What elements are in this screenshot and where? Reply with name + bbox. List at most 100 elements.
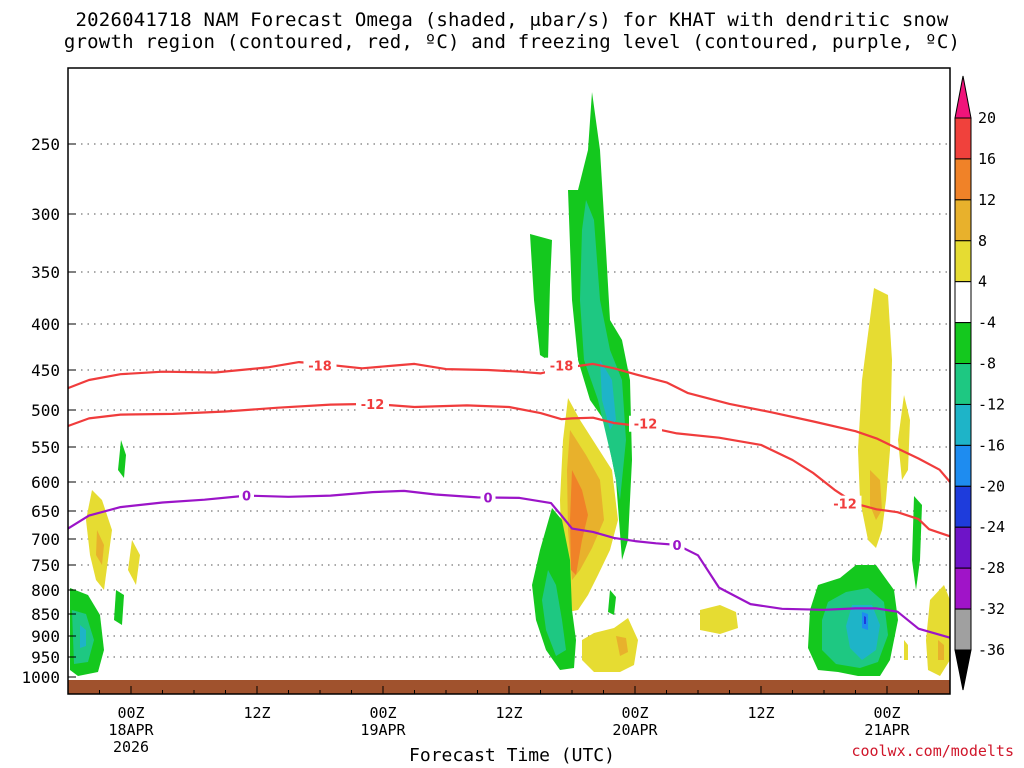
contour-label: -12 [361, 398, 385, 413]
colorbar-label: -24 [978, 518, 1005, 536]
omega-blob [912, 496, 922, 590]
omega-blob [898, 395, 910, 480]
colorbar-label: -12 [978, 395, 1005, 413]
colorbar-segment [954, 281, 972, 324]
colorbar-segment [954, 322, 972, 365]
colorbar-label: 8 [978, 232, 987, 250]
chart-title-line2: growth region (contoured, red, ºC) and f… [63, 31, 961, 53]
colorbar-label: -32 [978, 600, 1005, 618]
colorbar-label: -8 [978, 355, 996, 373]
contour-label-bg [239, 487, 254, 504]
colorbar-segment [954, 608, 972, 651]
x-tick-label: 00Z [621, 704, 648, 722]
x-year-label: 2026 [113, 738, 149, 756]
omega-blob [616, 636, 628, 656]
y-tick-label: 950 [31, 648, 60, 667]
omega-blob [608, 590, 616, 615]
gridlines [68, 143, 950, 658]
y-tick-label: 650 [31, 502, 60, 521]
colorbar-label: -4 [978, 314, 996, 332]
y-tick-label: 550 [31, 438, 60, 457]
omega-blob [80, 625, 86, 648]
y-tick-label: 450 [31, 361, 60, 380]
omega-blob [700, 605, 738, 634]
y-tick-label: 350 [31, 263, 60, 282]
contour-label-bg [629, 415, 662, 432]
omega-blob [114, 590, 124, 625]
colorbar-segment [954, 485, 972, 528]
x-tick-label: 12Z [495, 704, 522, 722]
colorbar-segment [954, 567, 972, 610]
omega-blob [580, 200, 626, 500]
contour-label: 0 [672, 539, 681, 554]
omega-blob [904, 640, 908, 660]
x-date-label: 19APR [360, 721, 406, 739]
colorbar-bottom-arrow [954, 649, 972, 691]
colorbar-segment [954, 158, 972, 201]
colorbar-label: -16 [978, 436, 1005, 454]
contour-line [67, 361, 951, 483]
y-tick-label: 750 [31, 556, 60, 575]
colorbar-segment [954, 199, 972, 242]
omega-blob [118, 440, 126, 478]
colorbar-label: -36 [978, 641, 1005, 659]
colorbar-segment [954, 363, 972, 405]
x-tick-label: 12Z [747, 704, 774, 722]
omega-blob [128, 540, 140, 585]
colorbar-label: 20 [978, 109, 996, 127]
y-tick-label: 250 [31, 135, 60, 154]
chart-title-line1: 2026041718 NAM Forecast Omega (shaded, μ… [75, 9, 949, 31]
omega-shading [70, 92, 950, 676]
omega-blob [846, 605, 880, 660]
x-tick-label: 00Z [117, 704, 144, 722]
contour-label-bg [545, 357, 578, 374]
omega-blob [864, 616, 866, 624]
x-date-label: 18APR [108, 721, 154, 739]
colorbar-segment [954, 526, 972, 569]
colorbar-segment [954, 403, 972, 446]
omega-blob [926, 585, 950, 676]
x-tick-label: 00Z [873, 704, 900, 722]
y-tick-label: 700 [31, 530, 60, 549]
contour-label-bg [480, 489, 496, 506]
colorbar-label: -20 [978, 477, 1005, 495]
contour-label: 0 [242, 490, 251, 505]
contour-label: -18 [550, 360, 574, 375]
contour-label-bg [356, 395, 389, 412]
y-tick-label: 850 [31, 605, 60, 624]
credit-link[interactable]: coolwx.com/modelts [851, 742, 1014, 760]
contour-label: -18 [308, 360, 332, 375]
contour-labels: -18 -18 -12 -12 -12 0 0 0 [239, 357, 862, 554]
colorbar-top-arrow [954, 75, 972, 119]
contour-label-bg [669, 536, 685, 553]
y-tick-label: 600 [31, 473, 60, 492]
x-date-label: 20APR [612, 721, 658, 739]
x-tick-label: 12Z [243, 704, 270, 722]
contour-label-bg [303, 357, 337, 374]
omega-blob [938, 640, 944, 660]
x-axis-title: Forecast Time (UTC) [409, 745, 615, 766]
x-date-label: 21APR [864, 721, 910, 739]
contour-label: -12 [634, 418, 658, 433]
y-tick-label: 800 [31, 581, 60, 600]
colorbar-label: 4 [978, 273, 987, 291]
omega-blob [530, 234, 552, 360]
contour-label-bg [828, 495, 862, 512]
omega-blob [600, 360, 616, 430]
omega-blob [582, 618, 638, 672]
y-tick-label: 400 [31, 315, 60, 334]
y-tick-label: 300 [31, 205, 60, 224]
omega-blob [96, 530, 104, 565]
colorbar-label: 12 [978, 191, 996, 209]
colorbar: 20 16 12 8 4 -4 -8 -12 -16 -20 -24 -28 -32 -36 [954, 75, 1005, 691]
y-axis: 250 300 350 400 450 500 550 600 650 700 750 800 850 9… [21, 135, 76, 687]
colorbar-label: -28 [978, 559, 1005, 577]
colorbar-segment [954, 240, 972, 283]
omega-blob [858, 288, 892, 548]
contour-label: 0 [483, 491, 492, 506]
contour-line [67, 402, 951, 538]
omega-blob [570, 470, 588, 575]
colorbar-segment [954, 444, 972, 487]
